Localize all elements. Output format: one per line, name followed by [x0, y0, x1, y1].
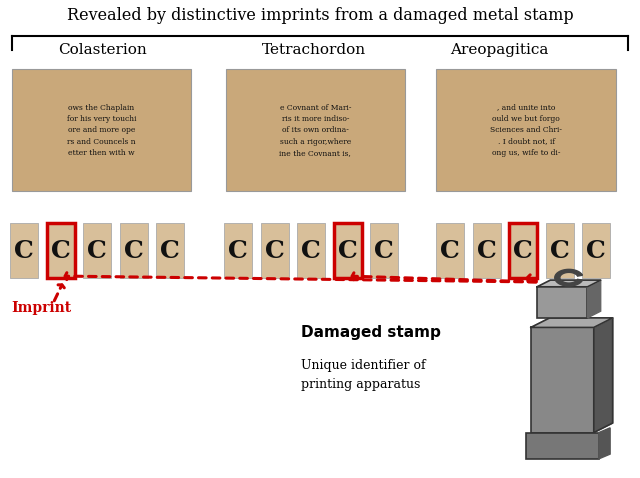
Text: C: C: [477, 239, 497, 263]
Text: C: C: [374, 239, 394, 263]
Text: C: C: [338, 239, 358, 263]
Bar: [261, 224, 289, 278]
Text: C: C: [265, 239, 285, 263]
Bar: [436, 69, 616, 191]
Text: C: C: [87, 239, 107, 263]
Text: C: C: [14, 239, 34, 263]
Polygon shape: [555, 270, 582, 286]
Bar: [546, 224, 573, 278]
Bar: [537, 287, 588, 318]
Text: C: C: [301, 239, 321, 263]
Bar: [531, 327, 594, 433]
Bar: [371, 224, 398, 278]
Text: Colasterion: Colasterion: [58, 43, 147, 57]
Text: C: C: [124, 239, 143, 263]
Text: C: C: [586, 239, 606, 263]
Text: C: C: [160, 239, 180, 263]
Text: C: C: [440, 239, 460, 263]
Bar: [47, 224, 74, 278]
Polygon shape: [531, 318, 612, 327]
Text: Revealed by distinctive imprints from a damaged metal stamp: Revealed by distinctive imprints from a …: [67, 7, 573, 24]
Text: Unique identifier of
printing apparatus: Unique identifier of printing apparatus: [301, 359, 426, 391]
Bar: [298, 224, 325, 278]
Polygon shape: [599, 428, 610, 459]
Bar: [582, 224, 610, 278]
Polygon shape: [537, 280, 601, 287]
Text: Damaged stamp: Damaged stamp: [301, 325, 441, 340]
Bar: [225, 69, 405, 191]
Bar: [83, 224, 111, 278]
Bar: [120, 224, 148, 278]
Polygon shape: [588, 280, 601, 318]
Bar: [156, 224, 184, 278]
Text: , and unite into
ould we but forgo
Sciences and Chri-
. I doubt not, if
ong us, : , and unite into ould we but forgo Scien…: [490, 104, 562, 157]
Bar: [473, 224, 500, 278]
Text: C: C: [51, 239, 70, 263]
Bar: [436, 224, 464, 278]
Bar: [334, 224, 362, 278]
Text: e Covnant of Mari-
ris it more indiso-
of its own ordina-
such a rigor,where
ine: e Covnant of Mari- ris it more indiso- o…: [279, 104, 351, 157]
Text: ows the Chaplain
for his very touchi
ore and more ope
rs and Councels n
etter th: ows the Chaplain for his very touchi ore…: [67, 104, 136, 157]
Polygon shape: [594, 318, 612, 433]
Text: Areopagitica: Areopagitica: [450, 43, 548, 57]
Bar: [526, 433, 599, 459]
Bar: [509, 224, 537, 278]
Bar: [12, 69, 191, 191]
Text: Imprint: Imprint: [12, 301, 72, 315]
Text: C: C: [228, 239, 248, 263]
Bar: [225, 224, 252, 278]
Text: C: C: [550, 239, 570, 263]
Text: C: C: [513, 239, 533, 263]
Bar: [10, 224, 38, 278]
Text: Tetrachordon: Tetrachordon: [262, 43, 366, 57]
